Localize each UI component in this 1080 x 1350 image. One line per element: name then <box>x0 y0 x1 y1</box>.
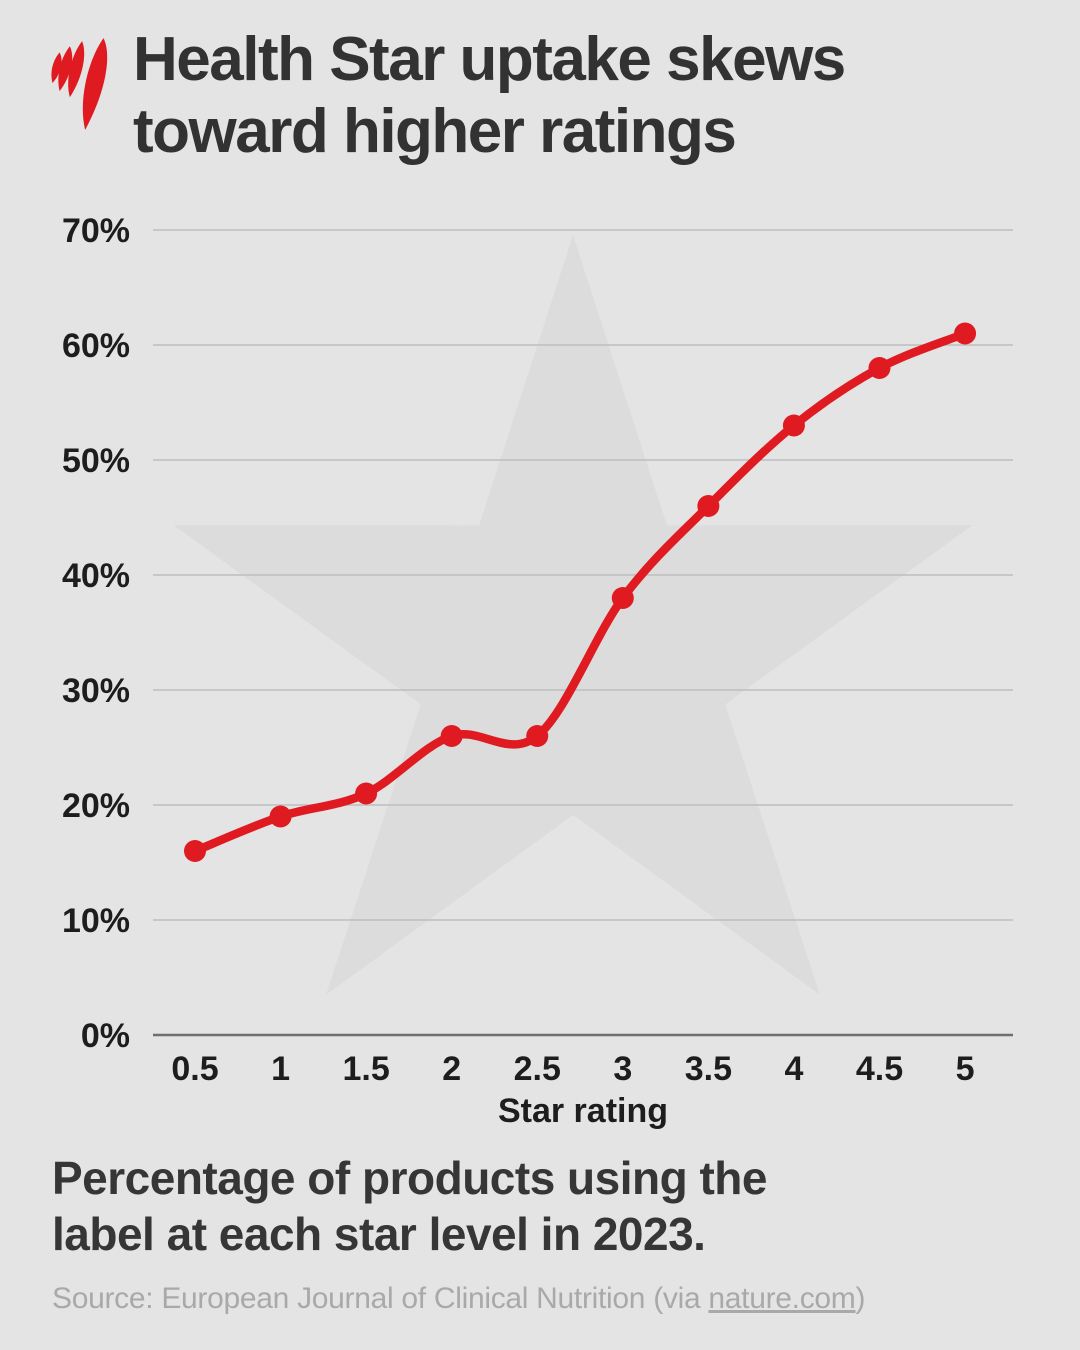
data-point <box>440 725 463 747</box>
x-axis-labels: 0.5 1 1.5 2 2.5 3 3.5 4 4.5 5 <box>171 1050 974 1088</box>
y-tick-label: 50% <box>62 442 130 480</box>
x-tick-label: 1.5 <box>342 1050 389 1088</box>
source-attribution: Source: European Journal of Clinical Nut… <box>52 1282 865 1316</box>
star-watermark-icon <box>173 235 973 995</box>
sbs-logo-icon <box>51 38 108 130</box>
y-tick-label: 40% <box>62 557 130 595</box>
title-line-1: Health Star uptake skews <box>133 25 846 94</box>
y-axis-labels: 0% 10% 20% 30% 40% 50% 60% 70% <box>62 212 130 1055</box>
y-tick-label: 20% <box>62 787 130 825</box>
chart-caption: Percentage of products using the label a… <box>52 1150 768 1262</box>
data-point <box>954 322 977 345</box>
caption-line-1: Percentage of products using the <box>52 1152 768 1204</box>
x-tick-label: 1 <box>271 1050 290 1088</box>
y-tick-label: 0% <box>81 1017 130 1055</box>
gridlines <box>153 229 1013 1037</box>
data-point <box>526 725 549 747</box>
data-point <box>269 805 292 828</box>
data-point <box>611 587 634 609</box>
x-tick-label: 3 <box>613 1050 632 1088</box>
x-tick-label: 3.5 <box>685 1050 732 1088</box>
title-line-2: toward higher ratings <box>133 97 737 166</box>
x-axis-title: Star rating <box>498 1092 668 1130</box>
page-title: Health Star uptake skews toward higher r… <box>133 24 846 168</box>
data-point <box>184 840 206 862</box>
x-tick-label: 5 <box>956 1050 975 1088</box>
x-tick-label: 0.5 <box>171 1050 218 1088</box>
data-point <box>782 414 805 437</box>
x-tick-label: 4 <box>784 1050 803 1088</box>
source-prefix: Source: European Journal of Clinical Nut… <box>52 1282 709 1315</box>
source-link[interactable]: nature.com <box>708 1282 856 1315</box>
data-line <box>190 329 970 856</box>
data-points <box>184 322 977 862</box>
x-tick-label: 4.5 <box>856 1050 903 1088</box>
caption-line-2: label at each star level in 2023. <box>52 1208 706 1260</box>
y-tick-label: 10% <box>62 902 130 940</box>
data-point <box>697 495 720 517</box>
y-tick-label: 60% <box>62 327 130 365</box>
y-tick-label: 30% <box>62 672 130 710</box>
x-tick-label: 2 <box>442 1050 461 1088</box>
line-chart: 0% 10% 20% 30% 40% 50% 60% 70% 0.5 1 1.5 2 2.5 3 3.5 4… <box>62 212 1013 1130</box>
data-point <box>355 782 378 805</box>
x-tick-label: 2.5 <box>514 1050 561 1088</box>
source-suffix: ) <box>855 1282 866 1315</box>
data-point <box>868 357 891 379</box>
y-tick-label: 70% <box>62 212 130 250</box>
